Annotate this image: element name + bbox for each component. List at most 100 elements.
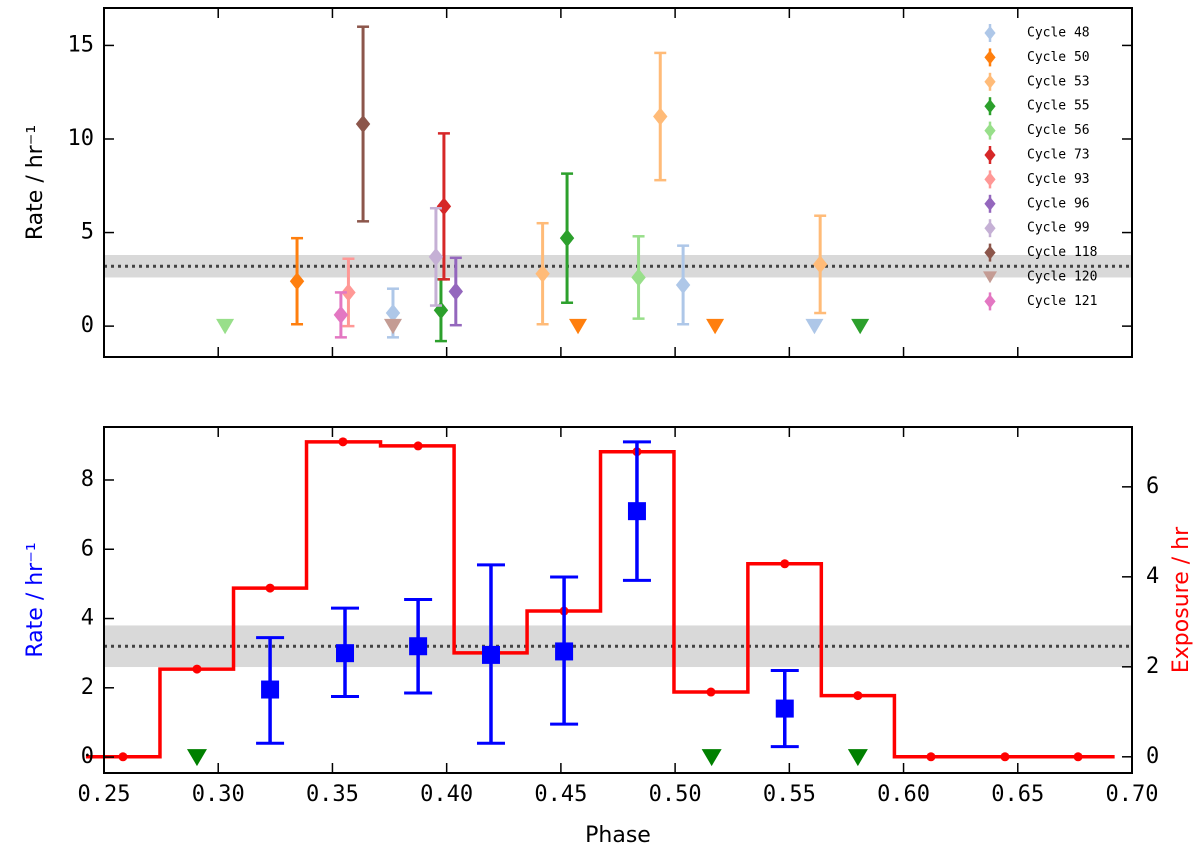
legend-label: Cycle 50 xyxy=(1027,50,1090,65)
error-point xyxy=(653,51,668,182)
exposure-point xyxy=(780,559,790,569)
marker xyxy=(627,502,646,521)
legend-label: Cycle 118 xyxy=(1027,245,1097,260)
legend-label: Cycle 55 xyxy=(1027,99,1090,114)
marker xyxy=(448,282,464,301)
error-point xyxy=(333,291,349,339)
legend-marker xyxy=(984,148,996,162)
legend-marker xyxy=(984,74,996,89)
marker xyxy=(535,264,550,283)
marker xyxy=(631,268,646,287)
exposure-point xyxy=(192,664,202,674)
x-tick-label: 0.55 xyxy=(763,782,816,807)
legend-label: Cycle 56 xyxy=(1027,123,1090,138)
upper-limit xyxy=(847,749,868,767)
y-tick-label: 4 xyxy=(81,606,94,631)
error-point xyxy=(428,206,444,307)
y2-tick-label: 6 xyxy=(1146,474,1159,499)
error-point xyxy=(341,257,356,328)
legend-marker xyxy=(983,271,997,284)
marker xyxy=(675,275,691,294)
error-point xyxy=(289,236,305,326)
legend-label: Cycle 73 xyxy=(1027,148,1090,163)
legend-marker xyxy=(984,196,996,211)
y-axis-label: Rate / hr⁻¹ xyxy=(23,125,48,240)
marker xyxy=(555,642,574,661)
upper-limit xyxy=(186,749,207,767)
legend-marker xyxy=(984,172,996,187)
legend-label: Cycle 48 xyxy=(1027,26,1090,41)
y-tick-label: 8 xyxy=(81,467,94,492)
marker xyxy=(653,107,668,126)
upper-limit xyxy=(706,318,725,335)
y-axis-label: Rate / hr⁻¹ xyxy=(23,542,48,657)
error-point xyxy=(559,172,575,304)
legend-label: Cycle 120 xyxy=(1027,270,1097,285)
x-tick-label: 0.60 xyxy=(877,782,930,807)
y2-tick-label: 4 xyxy=(1146,564,1159,589)
marker xyxy=(436,197,452,216)
exposure-point xyxy=(1000,752,1010,762)
x-tick-label: 0.70 xyxy=(1106,782,1159,807)
upper-limit xyxy=(216,318,235,335)
error-point xyxy=(448,256,464,327)
exposure-point xyxy=(338,437,348,447)
exposure-point xyxy=(413,441,423,451)
marker xyxy=(333,305,349,324)
legend-marker xyxy=(984,50,996,65)
x-tick-label: 0.65 xyxy=(991,782,1044,807)
error-point xyxy=(355,25,371,223)
y-tick-label: 10 xyxy=(68,126,95,151)
marker xyxy=(481,645,500,664)
error-point xyxy=(331,606,360,698)
marker xyxy=(409,637,428,656)
legend-label: Cycle 121 xyxy=(1027,294,1097,309)
legend-marker xyxy=(984,26,996,40)
marker xyxy=(385,304,401,323)
y-tick-label: 0 xyxy=(81,313,94,338)
legend-label: Cycle 96 xyxy=(1027,196,1090,211)
marker xyxy=(559,229,575,248)
x-tick-label: 0.40 xyxy=(420,782,473,807)
legend-marker xyxy=(984,294,996,309)
y-tick-label: 6 xyxy=(81,536,94,561)
axes-frame xyxy=(103,7,1133,358)
y-tick-label: 2 xyxy=(81,675,94,700)
marker xyxy=(775,699,794,718)
exposure-point xyxy=(926,752,936,762)
x-tick-label: 0.35 xyxy=(306,782,359,807)
axes-frame xyxy=(103,426,1133,774)
marker xyxy=(341,283,356,302)
exposure-point xyxy=(853,691,863,701)
legend-marker xyxy=(984,123,996,138)
error-point xyxy=(812,214,828,315)
legend-label: Cycle 53 xyxy=(1027,74,1090,89)
upper-limit xyxy=(383,318,402,335)
x-axis-label: Phase xyxy=(585,823,651,848)
marker xyxy=(428,247,444,266)
upper-limit xyxy=(851,318,870,335)
error-point xyxy=(535,221,550,326)
legend-label: Cycle 99 xyxy=(1027,221,1090,236)
legend-label: Cycle 93 xyxy=(1027,172,1090,187)
upper-limit xyxy=(701,749,722,767)
x-tick-label: 0.30 xyxy=(192,782,245,807)
y-tick-label: 5 xyxy=(81,220,94,245)
y-tick-label: 0 xyxy=(81,744,94,769)
exposure-point xyxy=(118,752,128,762)
exposure-step xyxy=(85,440,1115,759)
legend-marker xyxy=(984,245,996,260)
y-tick-label: 15 xyxy=(68,32,95,57)
marker xyxy=(812,255,828,274)
error-point xyxy=(436,132,452,281)
x-tick-label: 0.50 xyxy=(649,782,702,807)
y2-axis-label: Exposure / hr xyxy=(1169,526,1194,673)
marker xyxy=(355,115,371,134)
error-point xyxy=(256,636,285,745)
error-point xyxy=(476,563,505,745)
marker xyxy=(261,680,280,699)
error-point xyxy=(622,440,651,582)
legend-marker xyxy=(984,221,996,236)
legend-marker xyxy=(984,99,996,114)
